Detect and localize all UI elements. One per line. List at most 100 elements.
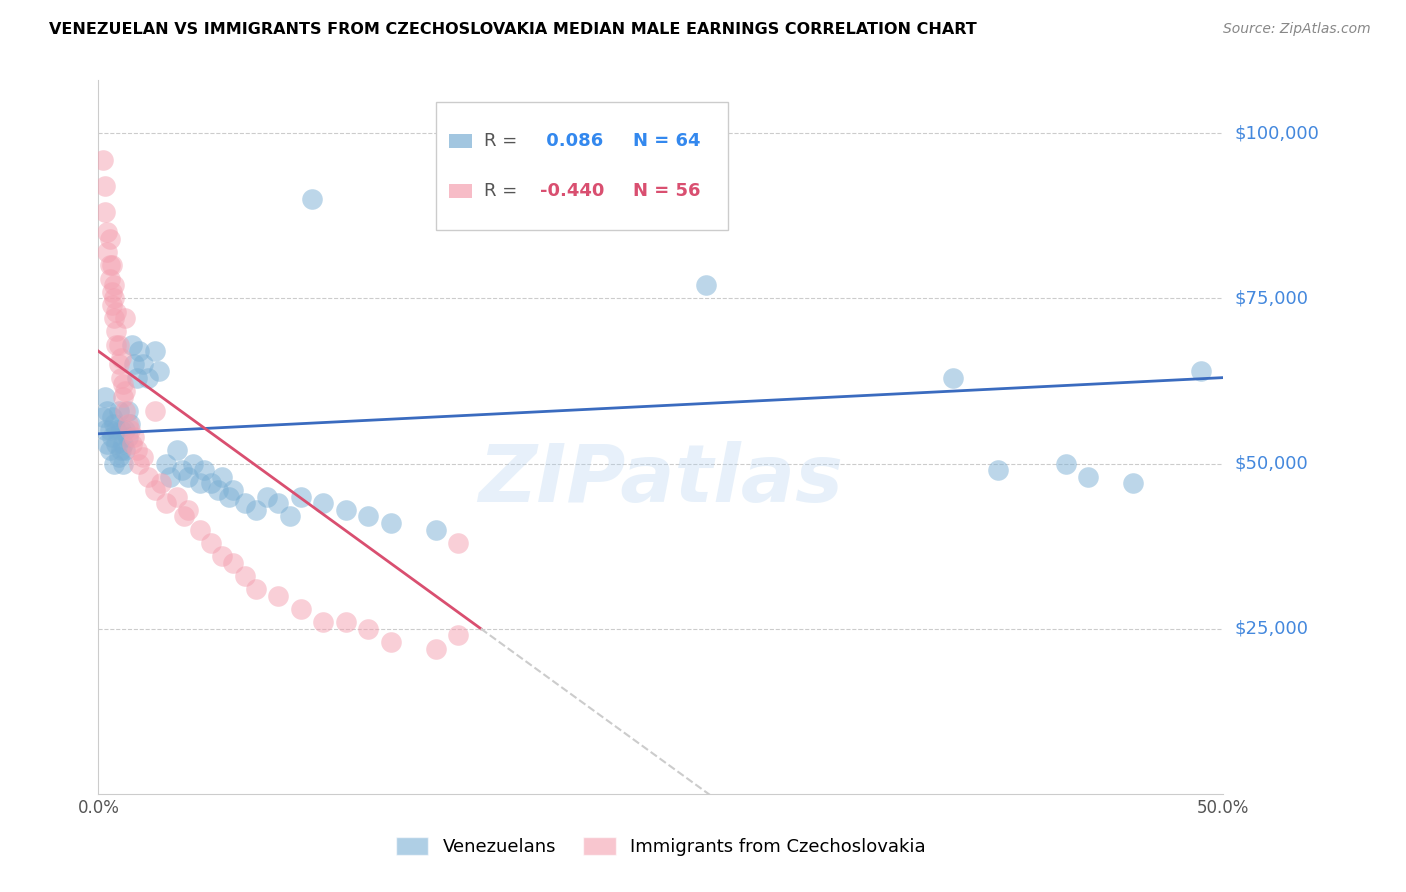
Text: Source: ZipAtlas.com: Source: ZipAtlas.com bbox=[1223, 22, 1371, 37]
Point bbox=[128, 457, 150, 471]
Point bbox=[105, 424, 128, 438]
Point bbox=[312, 615, 335, 629]
Point bbox=[233, 496, 256, 510]
Point bbox=[118, 417, 141, 431]
Point bbox=[695, 278, 717, 293]
Point bbox=[166, 443, 188, 458]
Point bbox=[96, 436, 118, 450]
Point bbox=[233, 569, 256, 583]
FancyBboxPatch shape bbox=[450, 184, 472, 198]
Point bbox=[112, 391, 135, 405]
Point bbox=[150, 476, 173, 491]
Text: VENEZUELAN VS IMMIGRANTS FROM CZECHOSLOVAKIA MEDIAN MALE EARNINGS CORRELATION CH: VENEZUELAN VS IMMIGRANTS FROM CZECHOSLOV… bbox=[49, 22, 977, 37]
Point bbox=[155, 496, 177, 510]
Point bbox=[103, 278, 125, 293]
Text: ZIPatlas: ZIPatlas bbox=[478, 441, 844, 519]
Point bbox=[425, 641, 447, 656]
Point bbox=[103, 457, 125, 471]
Point bbox=[188, 523, 211, 537]
Point bbox=[942, 370, 965, 384]
Point bbox=[112, 436, 135, 450]
Point bbox=[290, 602, 312, 616]
Point bbox=[211, 549, 233, 563]
Point bbox=[128, 344, 150, 359]
Point bbox=[177, 502, 200, 516]
Point bbox=[124, 358, 146, 372]
Point bbox=[173, 509, 195, 524]
Point bbox=[222, 483, 245, 497]
Point bbox=[105, 436, 128, 450]
Point bbox=[425, 523, 447, 537]
Point bbox=[166, 490, 188, 504]
Point bbox=[188, 476, 211, 491]
Point bbox=[96, 245, 118, 260]
Point bbox=[103, 311, 125, 326]
Point bbox=[117, 403, 139, 417]
Legend: Venezuelans, Immigrants from Czechoslovakia: Venezuelans, Immigrants from Czechoslova… bbox=[388, 830, 934, 863]
Point bbox=[98, 424, 121, 438]
Point bbox=[91, 153, 114, 167]
Point bbox=[96, 403, 118, 417]
Point bbox=[114, 424, 136, 438]
Point bbox=[278, 509, 301, 524]
Text: 0.086: 0.086 bbox=[540, 132, 603, 150]
Point bbox=[136, 370, 159, 384]
Point bbox=[177, 469, 200, 483]
Point bbox=[110, 424, 132, 438]
Point bbox=[218, 490, 240, 504]
Point bbox=[245, 502, 267, 516]
Point bbox=[335, 502, 357, 516]
Point bbox=[267, 589, 290, 603]
Point bbox=[101, 430, 124, 444]
FancyBboxPatch shape bbox=[450, 134, 472, 148]
Point bbox=[107, 358, 129, 372]
Point bbox=[143, 403, 166, 417]
Point bbox=[181, 457, 204, 471]
Point bbox=[98, 232, 121, 246]
Point bbox=[121, 337, 143, 351]
Point bbox=[110, 443, 132, 458]
Point bbox=[380, 635, 402, 649]
Point bbox=[1189, 364, 1212, 378]
Point bbox=[107, 337, 129, 351]
Point bbox=[94, 205, 117, 219]
Point bbox=[256, 490, 278, 504]
Point bbox=[357, 509, 380, 524]
Point bbox=[1122, 476, 1144, 491]
Point bbox=[107, 403, 129, 417]
Point bbox=[112, 377, 135, 392]
Point bbox=[290, 490, 312, 504]
Point bbox=[200, 536, 222, 550]
Point bbox=[357, 622, 380, 636]
Point bbox=[1054, 457, 1077, 471]
Point bbox=[132, 358, 155, 372]
Text: N = 64: N = 64 bbox=[633, 132, 700, 150]
Text: -0.440: -0.440 bbox=[540, 182, 605, 200]
Point bbox=[447, 628, 470, 642]
Point bbox=[125, 370, 148, 384]
Point bbox=[447, 536, 470, 550]
Point bbox=[125, 443, 148, 458]
Text: N = 56: N = 56 bbox=[633, 182, 700, 200]
Point bbox=[132, 450, 155, 464]
Point bbox=[143, 483, 166, 497]
Point bbox=[112, 457, 135, 471]
Point bbox=[94, 424, 117, 438]
Text: $75,000: $75,000 bbox=[1234, 289, 1309, 308]
Text: R =: R = bbox=[484, 132, 523, 150]
Point bbox=[301, 192, 323, 206]
Point bbox=[121, 436, 143, 450]
Point bbox=[105, 337, 128, 351]
Point bbox=[117, 430, 139, 444]
Point bbox=[94, 391, 117, 405]
Point bbox=[170, 463, 193, 477]
Point bbox=[107, 450, 129, 464]
Point bbox=[114, 443, 136, 458]
Point bbox=[312, 496, 335, 510]
Point bbox=[267, 496, 290, 510]
Point bbox=[98, 443, 121, 458]
Point bbox=[200, 476, 222, 491]
Point bbox=[103, 417, 125, 431]
Point bbox=[207, 483, 229, 497]
Point bbox=[98, 258, 121, 272]
